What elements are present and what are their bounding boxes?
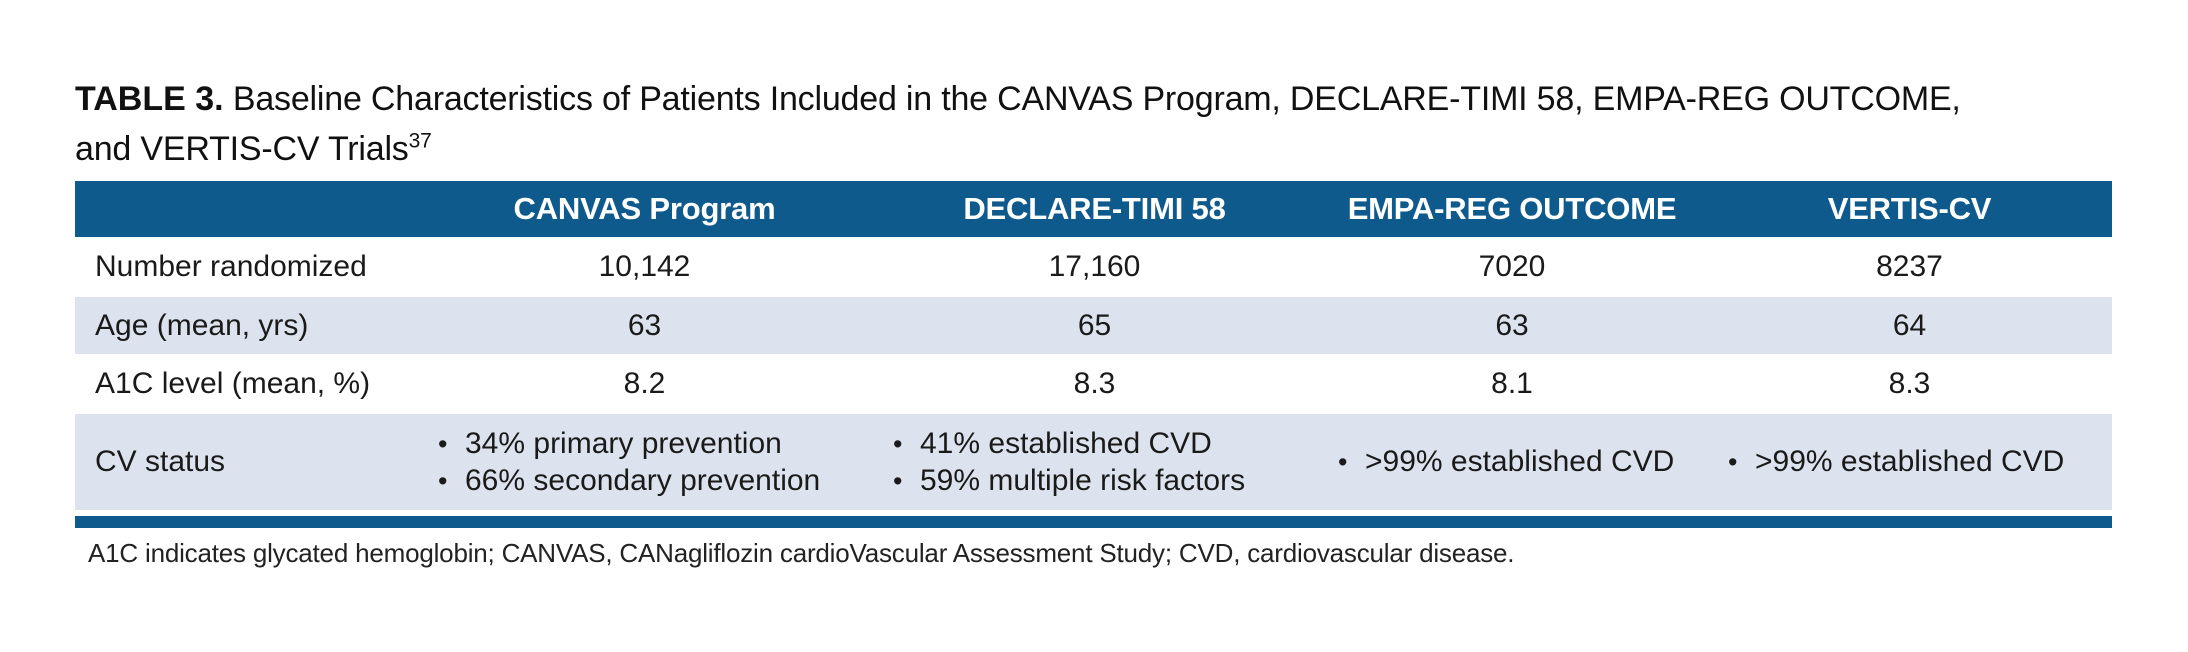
table-row-a1c: A1C level (mean, %) 8.2 8.3 8.1 8.3	[75, 354, 2112, 414]
cell-value: 8.3	[1073, 367, 1116, 400]
header-cell-empty	[75, 181, 417, 237]
cell-bullet-list-canvas: • 34% primary prevention • 66% secondary p…	[417, 414, 872, 510]
cell-value: 8.1	[1491, 367, 1533, 400]
bullet-icon: •	[893, 465, 903, 496]
bullet-text: 34% primary prevention	[465, 426, 782, 460]
bullet-text: 59% multiple risk factors	[920, 463, 1246, 497]
table-row-number-randomized: Number randomized 10,142 17,160 7020 823…	[75, 237, 2112, 297]
bullet-icon: •	[438, 428, 448, 459]
table-number-label: TABLE 3.	[75, 80, 224, 118]
table-footnote: A1C indicates glycated hemoglobin; CANVA…	[88, 538, 1515, 568]
bullet-item: • >99% established CVD	[1715, 445, 2112, 479]
cell-value: 8.2	[623, 367, 666, 400]
bullet-item: • >99% established CVD	[1325, 445, 1707, 479]
bullet-item: • 59% multiple risk factors	[880, 464, 1317, 498]
bullet-item: • 41% established CVD	[880, 427, 1317, 461]
header-cell-declare: DECLARE-TIMI 58	[963, 191, 1226, 226]
cell-value: 8237	[1876, 250, 1943, 283]
table-caption: TABLE 3. Baseline Characteristics of Pat…	[75, 74, 2115, 174]
bullet-text: 66% secondary prevention	[465, 463, 821, 497]
row-label: Age (mean, yrs)	[95, 308, 309, 342]
bullet-text: >99% established CVD	[1755, 445, 2065, 478]
table-bottom-rule	[75, 516, 2112, 528]
cell-value: 63	[1495, 308, 1529, 342]
row-label: Number randomized	[95, 250, 367, 283]
cell-bullet-list-empa-reg: • >99% established CVD	[1317, 414, 1707, 510]
header-cell-empa-reg: EMPA-REG OUTCOME	[1347, 191, 1677, 226]
header-cell-canvas: CANVAS Program	[513, 191, 776, 226]
bullet-icon: •	[893, 428, 903, 459]
table-row-age: Age (mean, yrs) 63 65 63 64	[75, 297, 2112, 354]
header-cell-vertis: VERTIS-CV	[1827, 191, 1992, 226]
reference-superscript: 37	[408, 129, 432, 153]
cell-value: 8.3	[1888, 367, 1931, 400]
bullet-text: 41% established CVD	[920, 426, 1212, 460]
caption-text-line1: Baseline Characteristics of Patients Inc…	[223, 80, 1961, 118]
table-bottom-gap	[75, 510, 2112, 516]
bullet-icon: •	[438, 465, 448, 496]
cell-value: 17,160	[1048, 250, 1141, 283]
cell-value: 64	[1892, 308, 1927, 342]
bullet-icon: •	[1338, 447, 1348, 477]
bullet-icon: •	[1728, 447, 1738, 477]
cell-value: 63	[627, 308, 662, 342]
baseline-characteristics-table: CANVAS Program DECLARE-TIMI 58 EMPA-REG …	[75, 181, 2112, 528]
bullet-item: • 66% secondary prevention	[425, 464, 872, 498]
row-label: CV status	[95, 445, 226, 478]
cell-value: 65	[1077, 308, 1112, 342]
caption-text-line2: and VERTIS-CV Trials	[75, 130, 409, 168]
row-label: A1C level (mean, %)	[95, 367, 371, 400]
cell-bullet-list-vertis: • >99% established CVD	[1707, 414, 2112, 510]
cell-value: 7020	[1478, 250, 1546, 283]
bullet-text: >99% established CVD	[1365, 445, 1675, 478]
cell-bullet-list-declare: • 41% established CVD • 59% multiple risk …	[872, 414, 1317, 510]
cell-value: 10,142	[598, 250, 691, 283]
table-row-cv-status: CV status • 34% primary prevention • 66% s…	[75, 414, 2112, 510]
bullet-item: • 34% primary prevention	[425, 427, 872, 461]
table-header-row: CANVAS Program DECLARE-TIMI 58 EMPA-REG …	[75, 181, 2112, 237]
